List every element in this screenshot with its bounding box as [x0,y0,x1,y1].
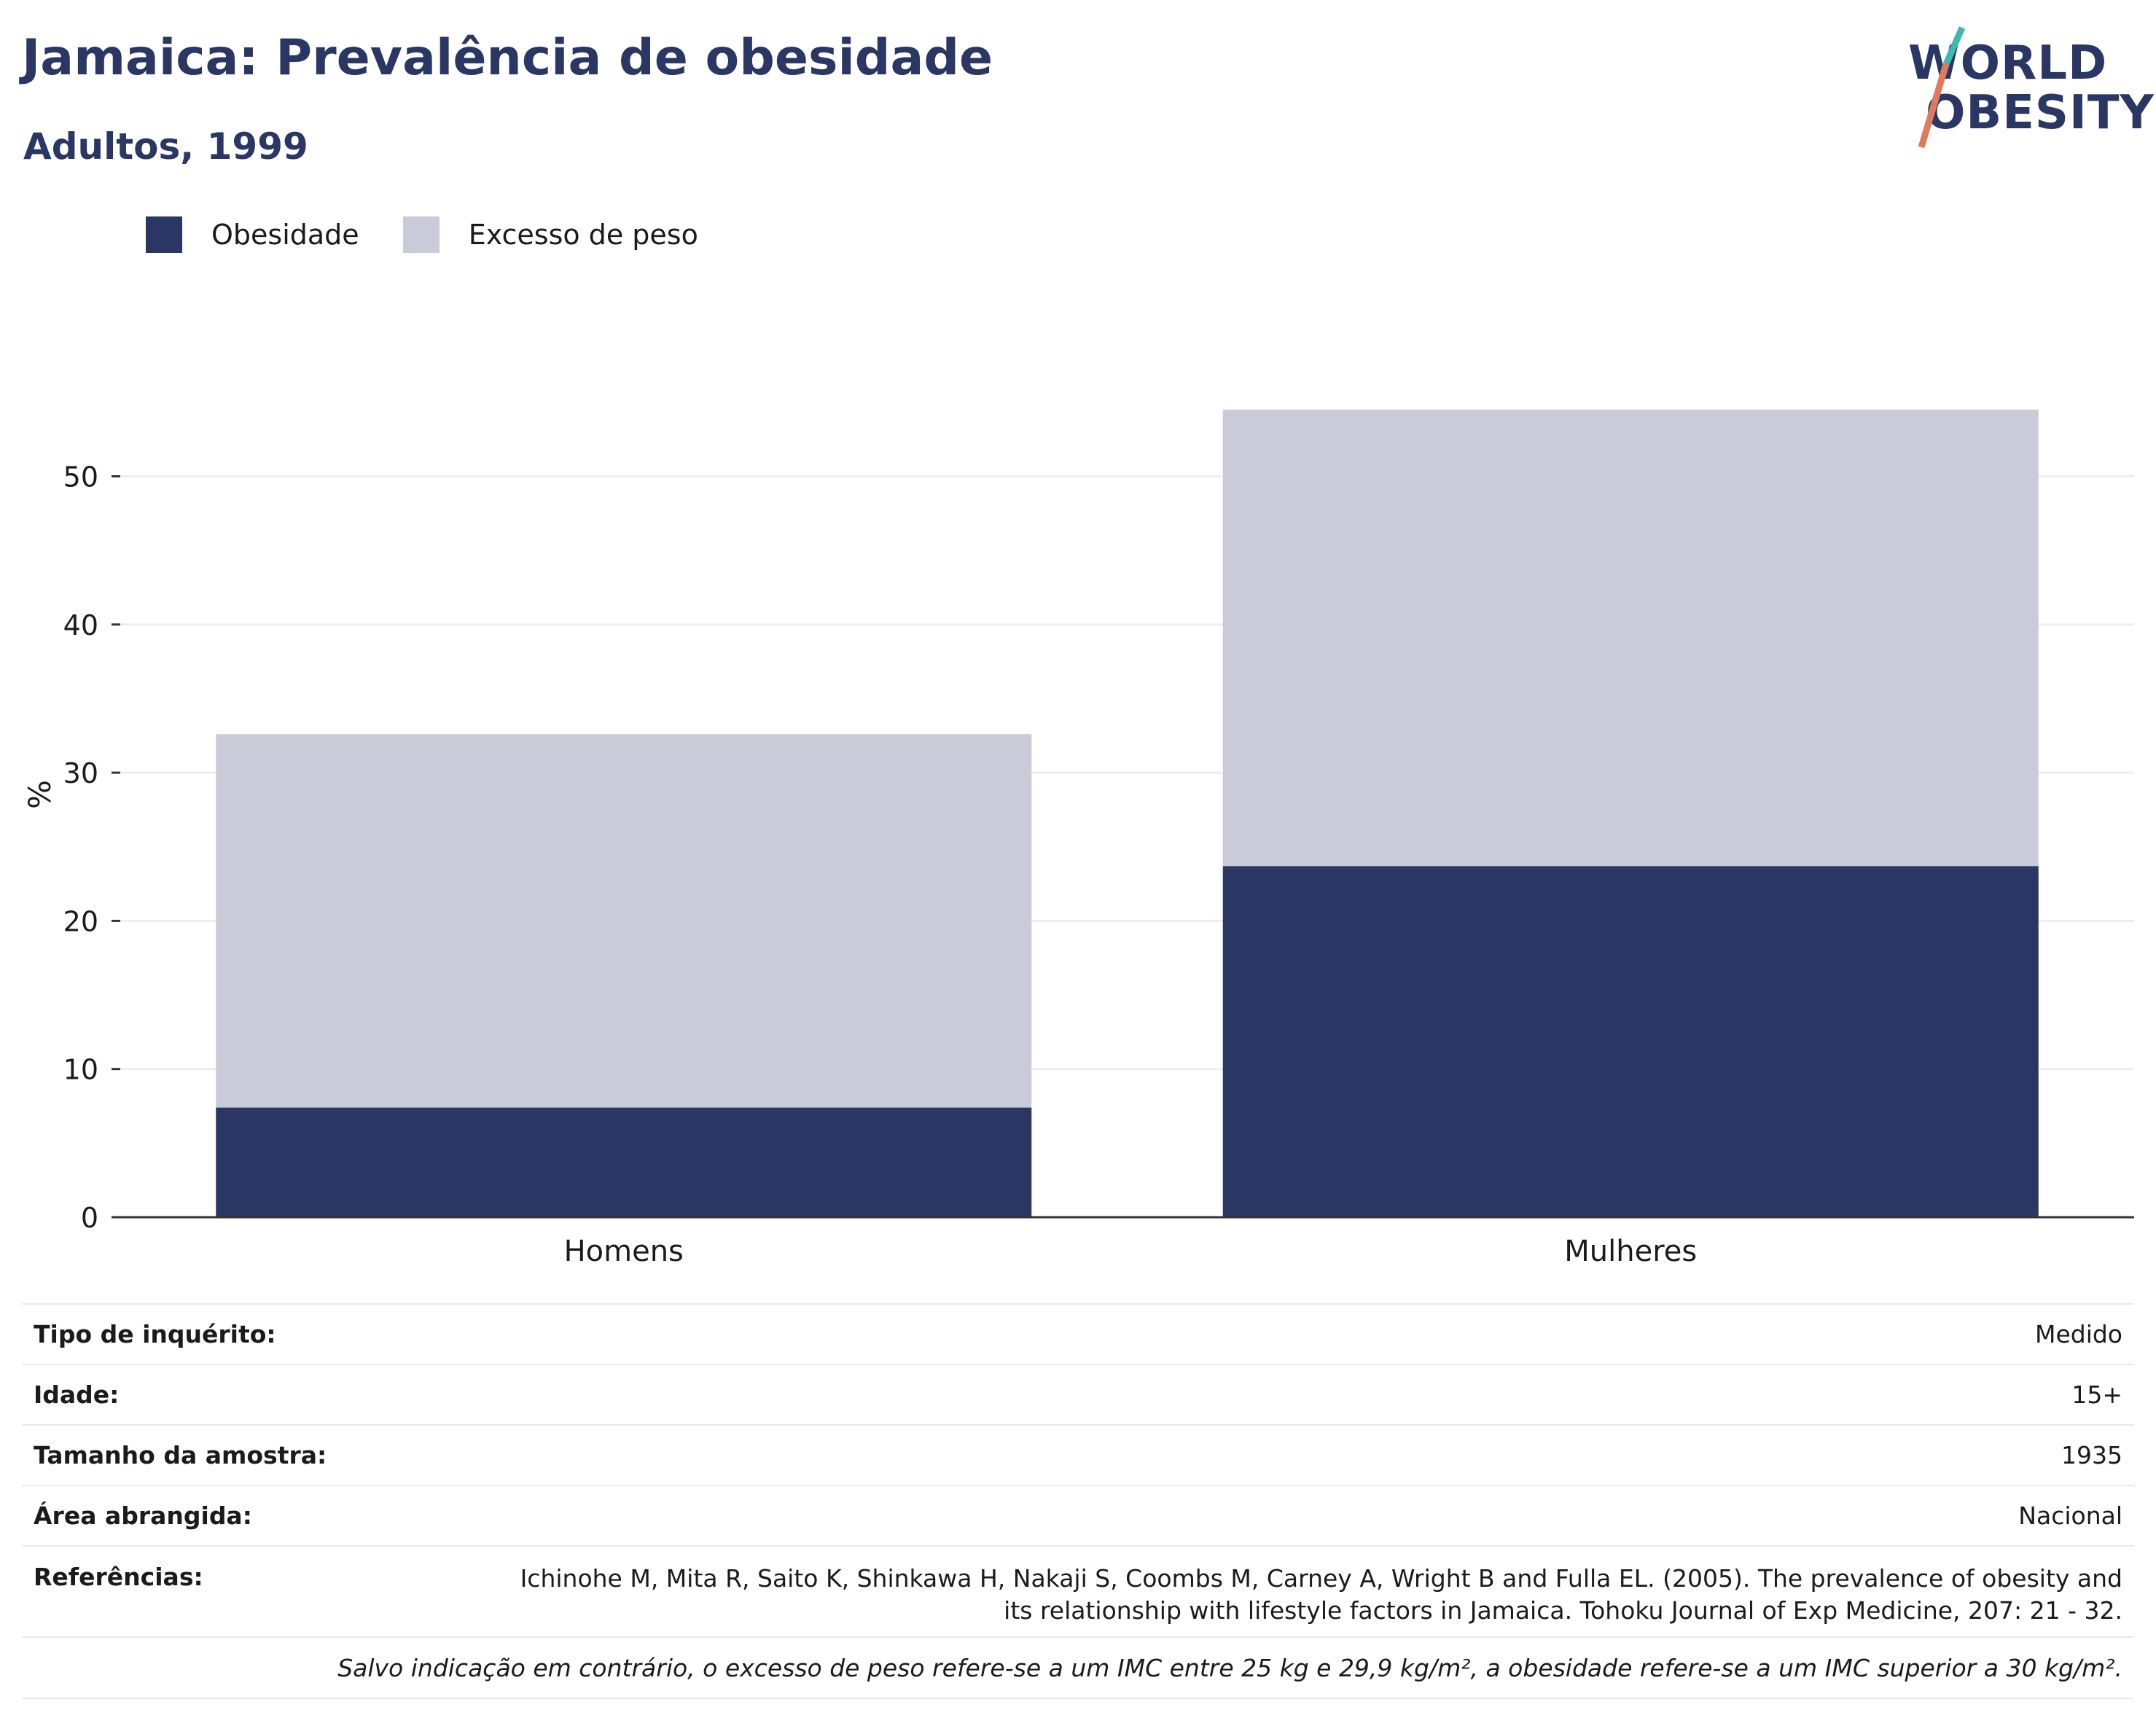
y-tick-label: 40 [63,609,98,641]
legend-item-excesso-de-peso: Excesso de peso [402,216,698,253]
logo-slash-icon [1918,26,1966,149]
info-key: Referências: [34,1563,203,1591]
y-tick-label: 20 [63,905,98,937]
info-row-age: Idade: 15+ [22,1364,2134,1424]
x-tick-label: Homens [564,1235,684,1268]
legend-label-obesidade: Obesidade [211,219,359,251]
info-value: Nacional [2018,1501,2122,1530]
info-row-survey-type: Tipo de inquérito: Medido [22,1303,2134,1364]
chart-subtitle: Adultos, 1999 [23,125,308,168]
info-value: 15+ [2071,1380,2122,1409]
y-tick-label: 10 [63,1054,98,1086]
info-key: Tamanho da amostra: [34,1441,327,1469]
info-row-sample-size: Tamanho da amostra: 1935 [22,1424,2134,1485]
legend-swatch-excesso-de-peso [402,216,440,253]
bar-obesidade [1222,866,2039,1217]
info-value: 1935 [2061,1441,2122,1469]
info-key: Área abrangida: [34,1501,252,1530]
legend-item-obesidade: Obesidade [146,216,359,253]
info-value: Medido [2034,1320,2122,1348]
x-tick-label: Mulheres [1564,1235,1697,1268]
legend-swatch-obesidade [146,216,182,253]
logo-line-2: OBESITY [1926,86,2155,140]
bar-excesso-de-peso [1222,410,2039,867]
bar-excesso-de-peso [216,734,1032,1108]
chart-legend: Obesidade Excesso de peso [146,216,742,254]
survey-info-table: Tipo de inquérito: Medido Idade: 15+ Tam… [22,1303,2134,1699]
info-row-references: Referências: Ichinohe M, Mita R, Saito K… [22,1545,2134,1636]
info-key: Tipo de inquérito: [34,1320,276,1348]
world-obesity-logo: WORLD OBESITY [1895,22,2154,153]
y-tick-label: 30 [63,757,98,789]
y-tick-label: 0 [81,1202,98,1234]
info-key: Idade: [34,1380,120,1409]
chart-title: Jamaica: Prevalência de obesidade [22,29,993,87]
bar-chart: 0 10 20 30 40 50 Homens Mulheres [63,410,2134,1268]
info-value: Ichinohe M, Mita R, Saito K, Shinkawa H,… [520,1564,2122,1625]
y-tick-label: 50 [63,461,98,493]
legend-label-excesso-de-peso: Excesso de peso [468,219,698,251]
definition-note: Salvo indicação em contrário, o excesso … [22,1636,2134,1699]
info-row-area: Área abrangida: Nacional [22,1485,2134,1545]
bar-obesidade [216,1107,1032,1217]
